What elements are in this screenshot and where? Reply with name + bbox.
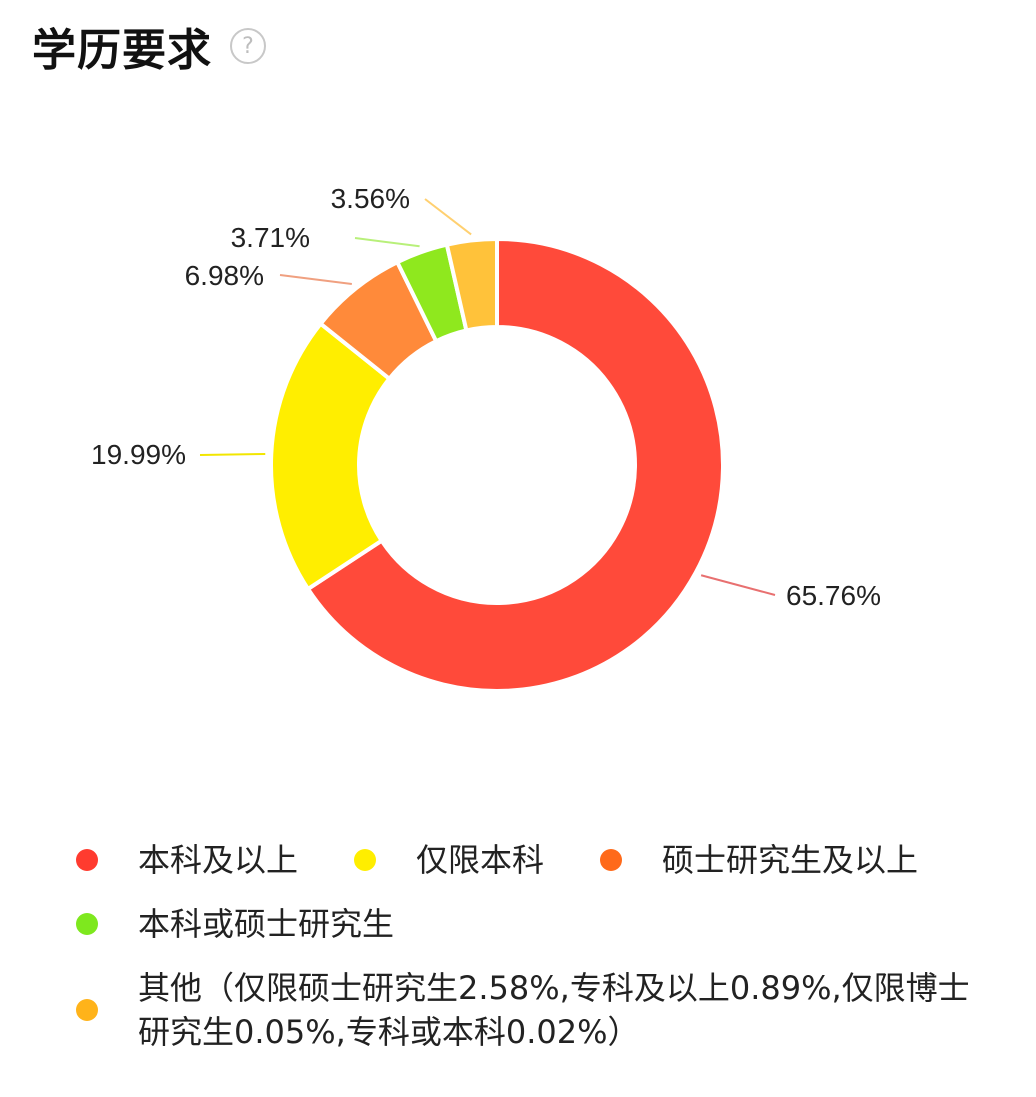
legend-item-bachelor-only[interactable]: 仅限本科: [354, 838, 544, 882]
legend-dot: [76, 849, 98, 871]
legend-label: 本科及以上: [138, 841, 299, 879]
question-circle-icon[interactable]: ?: [230, 28, 266, 64]
slice-label-0: 65.76%: [786, 580, 881, 611]
legend-item-bachelor-above[interactable]: 本科及以上: [76, 838, 298, 882]
legend-item-master-above[interactable]: 硕士研究生及以上: [600, 838, 918, 882]
chart-header: 学历要求 ?: [32, 14, 266, 78]
donut-slice-1[interactable]: [269, 320, 393, 592]
legend-dot: [354, 849, 377, 871]
legend-label: 其他（仅限硕士研究生2.58%,专科及以上0.89%,仅限博士研究生0.05%,…: [138, 969, 970, 1051]
legend-dot: [600, 849, 623, 871]
slice-label-1: 19.99%: [91, 439, 186, 470]
leader-line-3: [354, 237, 420, 248]
chart-legend: 本科及以上 仅限本科 硕士研究生及以上 本科或硕士研究生 其他（仅限硕士研究生2…: [76, 838, 1006, 1074]
legend-row-2: 本科或硕士研究生: [76, 902, 1006, 946]
leader-line-0: [700, 574, 776, 596]
legend-label: 仅限本科: [416, 841, 545, 879]
slice-labels: 65.76% 19.99% 6.98% 3.71% 3.56%: [91, 183, 881, 611]
slice-label-4: 3.56%: [331, 183, 410, 214]
leader-lines: [199, 198, 776, 596]
legend-dot: [76, 999, 98, 1021]
slice-label-2: 6.98%: [185, 260, 264, 291]
donut-slice-4[interactable]: [444, 236, 499, 333]
legend-dot: [76, 913, 98, 935]
slice-label-3: 3.71%: [231, 222, 310, 253]
leader-line-2: [279, 274, 352, 286]
legend-row-1: 本科及以上 仅限本科 硕士研究生及以上: [76, 838, 1006, 882]
donut-chart: 65.76% 19.99% 6.98% 3.71% 3.56%: [91, 183, 881, 693]
legend-item-bachelor-or-master[interactable]: 本科或硕士研究生: [76, 902, 394, 946]
donut-slices: [269, 236, 725, 693]
legend-label: 硕士研究生及以上: [662, 841, 919, 879]
legend-item-other[interactable]: 其他（仅限硕士研究生2.58%,专科及以上0.89%,仅限博士研究生0.05%,…: [76, 966, 988, 1054]
leader-line-4: [424, 198, 472, 236]
legend-label: 本科或硕士研究生: [138, 905, 395, 943]
donut-slice-0[interactable]: [305, 236, 725, 693]
legend-row-3: 其他（仅限硕士研究生2.58%,专科及以上0.89%,仅限博士研究生0.05%,…: [76, 966, 1006, 1054]
leader-line-1: [199, 452, 266, 456]
chart-title: 学历要求: [32, 25, 212, 76]
